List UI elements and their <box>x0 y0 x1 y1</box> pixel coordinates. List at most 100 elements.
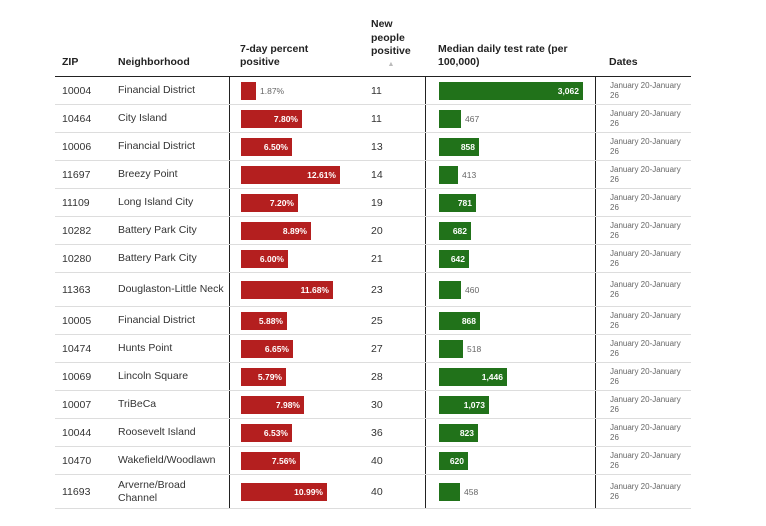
header-dates[interactable]: Dates <box>609 56 638 69</box>
percent-positive-bar: 5.88% <box>241 311 287 330</box>
zip-cell: 10464 <box>62 112 92 125</box>
header-percent-positive[interactable]: 7-day percent positive <box>240 42 309 69</box>
percent-positive-label: 6.65% <box>264 343 289 354</box>
test-rate-cell: 620 <box>425 447 595 474</box>
test-rate-cell: 467 <box>425 105 595 132</box>
new-positive-cell: 13 <box>371 140 383 153</box>
percent-positive-bar <box>241 81 256 100</box>
table-row: 10069 Lincoln Square 5.79% 28 1,446 January 2… <box>55 363 691 391</box>
zip-cell: 10280 <box>62 252 92 265</box>
test-rate-bar: 1,446 <box>439 367 507 386</box>
test-rate-label: 460 <box>465 284 480 295</box>
table-row: 10005 Financial District 5.88% 25 868 January… <box>55 307 691 335</box>
percent-positive-label: 6.53% <box>263 427 288 438</box>
test-rate-cell: 3,062 <box>425 77 595 104</box>
dates-cell: January 20-January 26 <box>595 273 691 306</box>
percent-positive-bar: 7.80% <box>241 109 302 128</box>
zip-cell: 10004 <box>62 84 92 97</box>
test-rate-cell: 868 <box>425 307 595 334</box>
neighborhood-cell: TriBeCa <box>118 398 157 411</box>
dates-cell: January 20-January 26 <box>595 189 691 216</box>
test-rate-label: 518 <box>467 343 482 354</box>
zip-cell: 10282 <box>62 224 92 237</box>
percent-positive-cell: 12.61% <box>229 161 359 188</box>
new-positive-cell: 19 <box>371 196 383 209</box>
zip-cell: 11697 <box>62 168 91 181</box>
zip-cell: 10470 <box>62 454 92 467</box>
percent-positive-label: 5.88% <box>258 315 283 326</box>
dates-cell: January 20-January 26 <box>595 447 691 474</box>
sort-ascending-icon[interactable]: ▲ <box>387 61 395 68</box>
table-row: 10006 Financial District 6.50% 13 858 January… <box>55 133 691 161</box>
dates-cell: January 20-January 26 <box>595 391 691 418</box>
percent-positive-label: 7.80% <box>273 113 298 124</box>
percent-positive-label: 8.89% <box>282 225 307 236</box>
test-rate-label: 682 <box>452 225 467 236</box>
percent-positive-label: 7.20% <box>269 197 294 208</box>
dates-cell: January 20-January 26 <box>595 161 691 188</box>
new-positive-cell: 25 <box>371 314 383 327</box>
test-rate-label: 1,446 <box>481 371 503 382</box>
test-rate-cell: 458 <box>425 475 595 508</box>
table-row: 10280 Battery Park City 6.00% 21 642 January … <box>55 245 691 273</box>
dates-cell: January 20-January 26 <box>595 335 691 362</box>
test-rate-bar: 620 <box>439 451 468 470</box>
table-row: 11109 Long Island City 7.20% 19 781 January 2… <box>55 189 691 217</box>
new-positive-cell: 11 <box>371 84 382 97</box>
percent-positive-bar: 12.61% <box>241 165 340 184</box>
percent-positive-label: 11.68% <box>300 284 329 295</box>
percent-positive-bar: 6.53% <box>241 423 292 442</box>
percent-positive-label: 12.61% <box>307 169 336 180</box>
percent-positive-cell: 5.88% <box>229 307 359 334</box>
percent-positive-bar: 6.00% <box>241 249 288 268</box>
test-rate-bar: 858 <box>439 137 479 156</box>
test-rate-cell: 682 <box>425 217 595 244</box>
test-rate-cell: 1,073 <box>425 391 595 418</box>
new-positive-cell: 36 <box>371 426 383 439</box>
header-zip[interactable]: ZIP <box>62 56 79 69</box>
zip-cell: 11109 <box>62 196 90 209</box>
test-rate-label: 858 <box>460 141 475 152</box>
test-rate-cell: 781 <box>425 189 595 216</box>
new-positive-cell: 30 <box>371 398 383 411</box>
percent-positive-bar: 7.20% <box>241 193 298 212</box>
header-new-positive[interactable]: New people positive ▲ <box>371 18 419 70</box>
test-rate-label: 781 <box>457 197 472 208</box>
test-rate-bar <box>439 165 458 184</box>
percent-positive-bar: 11.68% <box>241 280 333 299</box>
percent-positive-cell: 7.20% <box>229 189 359 216</box>
new-positive-cell: 28 <box>371 370 383 383</box>
test-rate-label: 620 <box>449 455 464 466</box>
percent-positive-label: 5.79% <box>257 371 282 382</box>
new-positive-cell: 40 <box>371 454 383 467</box>
test-rate-bar: 642 <box>439 249 469 268</box>
test-rate-label: 458 <box>464 486 479 497</box>
header-neighborhood[interactable]: Neighborhood <box>118 56 190 69</box>
dates-cell: January 20-January 26 <box>595 363 691 390</box>
percent-positive-bar: 8.89% <box>241 221 311 240</box>
test-rate-cell: 642 <box>425 245 595 272</box>
percent-positive-bar: 10.99% <box>241 482 327 501</box>
neighborhood-cell: Financial District <box>118 84 196 97</box>
new-positive-cell: 23 <box>371 283 383 296</box>
neighborhood-cell: Financial District <box>118 314 196 327</box>
neighborhood-cell: Wakefield/Woodlawn <box>118 454 216 467</box>
test-rate-bar: 781 <box>439 193 476 212</box>
dates-cell: January 20-January 26 <box>595 133 691 160</box>
zip-cell: 10005 <box>62 314 92 327</box>
new-positive-cell: 14 <box>371 168 383 181</box>
header-new-positive-label: New people positive <box>371 18 411 58</box>
dates-cell: January 20-January 26 <box>595 217 691 244</box>
zip-cell: 10069 <box>62 370 92 383</box>
neighborhood-cell: Long Island City <box>118 196 194 209</box>
header-test-rate[interactable]: Median daily test rate (per 100,000) <box>438 42 568 69</box>
dates-cell: January 20-January 26 <box>595 77 691 104</box>
dates-cell: January 20-January 26 <box>595 307 691 334</box>
zip-cell: 11693 <box>62 485 91 498</box>
test-rate-bar <box>439 339 463 358</box>
dates-cell: January 20-January 26 <box>595 419 691 446</box>
test-rate-label: 467 <box>465 113 480 124</box>
percent-positive-label: 6.00% <box>259 253 284 264</box>
table-row: 10282 Battery Park City 8.89% 20 682 January … <box>55 217 691 245</box>
percent-positive-cell: 1.87% <box>229 77 359 104</box>
